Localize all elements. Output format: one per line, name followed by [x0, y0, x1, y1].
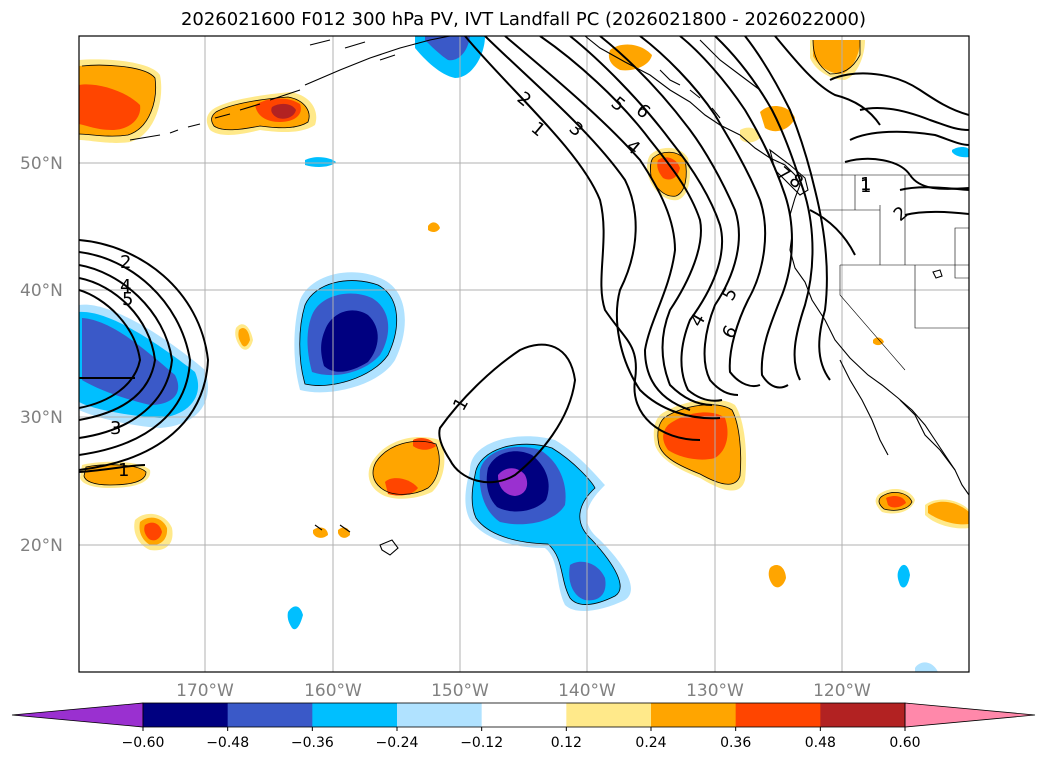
colorbar-segment — [227, 703, 313, 727]
lat-labels: 50°N 40°N 30°N 20°N — [20, 154, 63, 556]
colorbar-extend-min — [11, 702, 144, 728]
lon-label: 120°W — [813, 681, 871, 701]
colorbar-segment — [651, 703, 737, 727]
colorbar-tick-label: −0.48 — [206, 735, 249, 751]
neg-anomaly-small-4 — [915, 662, 938, 672]
colorbar-outline — [142, 702, 906, 728]
gridlines — [79, 36, 969, 672]
neg-anomaly-small-3 — [897, 564, 910, 588]
neg-anomaly-small-5 — [952, 147, 969, 158]
contour-label: 3 — [110, 418, 121, 439]
contour-label: 1 — [860, 174, 871, 195]
colorbar-tick-label: 0.24 — [635, 735, 666, 751]
contour-label: 2 — [120, 252, 131, 273]
map-frame — [78, 35, 970, 673]
map-title: 2026021600 F012 300 hPa PV, IVT Landfall… — [180, 9, 867, 30]
pos-anomaly-small-5 — [768, 565, 786, 588]
colorbar-tick-label: 0.12 — [551, 735, 582, 751]
colorbar-tick-label: −0.60 — [122, 735, 165, 751]
colorbar-tick-label: 0.36 — [720, 735, 751, 751]
contour-label: 1 — [118, 460, 129, 481]
pos-anomaly-small-4 — [313, 527, 328, 538]
lon-label: 140°W — [558, 681, 616, 701]
lat-label: 50°N — [20, 154, 63, 174]
colorbar-segment — [143, 703, 229, 727]
lat-label: 40°N — [20, 281, 63, 301]
colorbar-tick-label: −0.24 — [376, 735, 419, 751]
pos-anomaly-north-coast — [608, 44, 652, 71]
colorbar-segment — [820, 703, 906, 727]
contour-label: 4 — [120, 276, 131, 297]
colorbar-tick-label: 0.48 — [805, 735, 836, 751]
colorbar-tick-label: −0.36 — [291, 735, 334, 751]
colorbar-segment — [481, 703, 567, 727]
lat-label: 20°N — [20, 536, 63, 556]
colorbar-extend-max — [904, 702, 1036, 728]
colorbar-segment — [735, 703, 821, 727]
lat-label: 30°N — [20, 408, 63, 428]
contour-label: 5 — [122, 289, 133, 310]
lon-label: 160°W — [304, 681, 362, 701]
lon-labels: 170°W 160°W 150°W 140°W 130°W 120°W — [176, 681, 871, 701]
colorbar-segment — [397, 703, 483, 727]
colorbar-tick-label: −0.12 — [460, 735, 503, 751]
neg-anomaly-small-1 — [305, 157, 336, 167]
pos-anomaly-small-3 — [428, 222, 440, 233]
pv-anomaly-fill — [79, 36, 969, 672]
colorbar-tick-label: 0.60 — [889, 735, 920, 751]
neg-anomaly-small-2 — [287, 606, 303, 630]
borders — [798, 174, 969, 371]
ivt-contours — [79, 36, 969, 484]
lon-label: 150°W — [431, 681, 489, 701]
lon-label: 130°W — [686, 681, 744, 701]
colorbar-ticks: −0.60 −0.48 −0.36 −0.24 −0.12 0.12 0.24 0.36 0.4… — [122, 727, 921, 751]
coastlines — [129, 36, 969, 556]
colorbar-segment — [566, 703, 652, 727]
lon-label: 170°W — [176, 681, 234, 701]
colorbar — [11, 702, 1036, 728]
pos-anomaly-small-6 — [873, 337, 884, 346]
contour-label: 1 — [860, 176, 871, 197]
colorbar-segment — [312, 703, 398, 727]
